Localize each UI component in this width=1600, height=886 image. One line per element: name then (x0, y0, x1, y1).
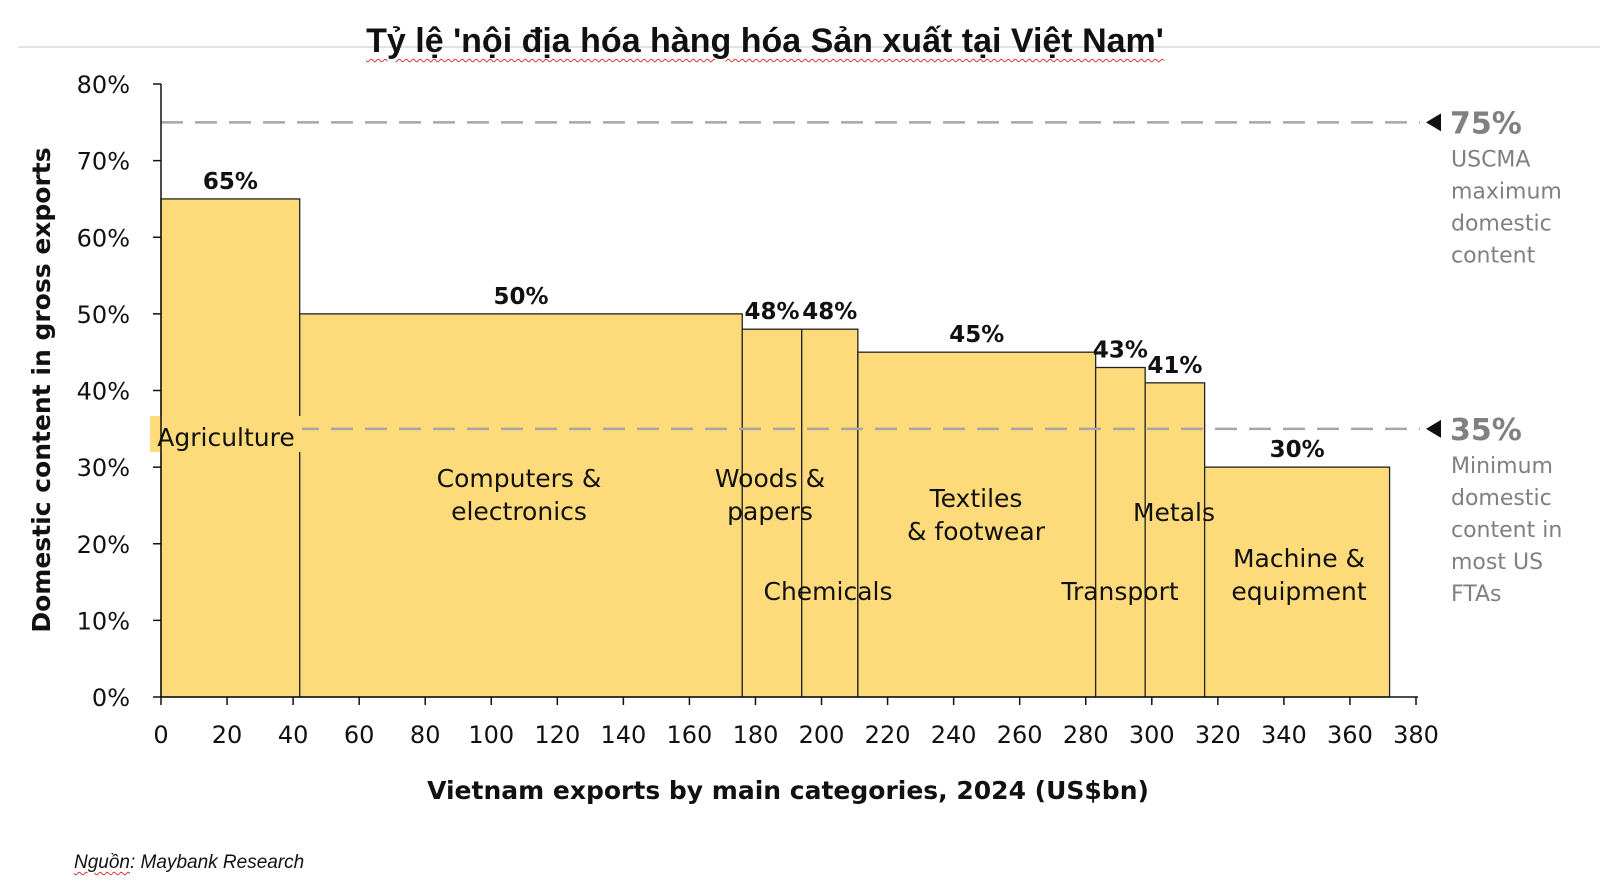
x-tick-label: 220 (865, 721, 911, 749)
y-tick-label: 10% (77, 607, 130, 635)
bar-value-label: 50% (493, 284, 548, 310)
y-tick-label: 20% (77, 531, 130, 559)
y-tick-label: 0% (92, 684, 130, 712)
reference-note-line: content in (1451, 518, 1562, 543)
x-tick-label: 60 (344, 721, 375, 749)
x-tick-label: 80 (410, 721, 441, 749)
x-axis-title: Vietnam exports by main categories, 2024… (427, 776, 1149, 805)
x-tick-label: 300 (1129, 721, 1175, 749)
category-label: Agriculture (157, 423, 295, 452)
reference-marker-icon (1426, 419, 1441, 438)
x-tick-label: 180 (733, 721, 779, 749)
category-label: Computers & (437, 464, 602, 493)
x-tick-label: 340 (1261, 721, 1307, 749)
x-tick-label: 280 (1063, 721, 1109, 749)
bar-value-label: 48% (802, 299, 857, 325)
bar-7 (1144, 382, 1206, 698)
x-tick-label: 120 (534, 721, 580, 749)
category-label: electronics (451, 497, 587, 526)
category-label: Metals (1133, 498, 1215, 527)
chart-title: Tỷ lệ 'nội địa hóa hàng hóa Sản xuất tại… (366, 22, 1164, 60)
source-note: Nguồn: Maybank Research (74, 852, 304, 874)
reference-note-line: Minimum (1451, 454, 1553, 479)
bar-value-label: 30% (1270, 437, 1325, 463)
category-label: Machine & (1233, 544, 1365, 573)
reference-value-label: 35% (1450, 413, 1522, 448)
header-divider (18, 46, 1600, 48)
bar-value-label: 65% (203, 169, 258, 195)
y-tick-label: 40% (77, 378, 130, 406)
category-label: Transport (1060, 577, 1179, 606)
reference-value-label: 75% (1450, 106, 1522, 141)
x-tick-label: 200 (799, 721, 845, 749)
x-tick-label: 140 (600, 721, 646, 749)
reference-note-line: USCMA (1451, 147, 1530, 172)
y-axis-title: Domestic content in gross exports (27, 147, 56, 632)
bar-6 (1094, 366, 1146, 698)
category-label-background (150, 416, 302, 452)
x-tick-label: 160 (667, 721, 713, 749)
y-tick-label: 30% (77, 454, 130, 482)
x-tick-label: 260 (997, 721, 1043, 749)
y-tick-label: 70% (77, 148, 130, 176)
reference-note-line: content (1451, 243, 1536, 268)
bar-5 (857, 351, 1097, 698)
y-tick-label: 60% (77, 224, 130, 252)
category-label: Textiles (929, 484, 1023, 513)
reference-marker-icon (1426, 113, 1441, 132)
category-label: Woods & (715, 464, 825, 493)
bar-3 (741, 328, 803, 698)
bar-8 (1203, 466, 1391, 698)
category-label: equipment (1231, 577, 1366, 606)
bar-value-label: 48% (744, 299, 799, 325)
bar-4 (801, 328, 859, 698)
x-tick-label: 320 (1195, 721, 1241, 749)
source-label: Nguồn (74, 852, 130, 873)
category-label: & footwear (907, 517, 1046, 546)
x-tick-label: 40 (278, 721, 309, 749)
x-tick-label: 360 (1327, 721, 1373, 749)
x-tick-label: 380 (1393, 721, 1439, 749)
reference-note-line: domestic (1451, 211, 1552, 236)
reference-note-line: FTAs (1451, 582, 1502, 607)
reference-note-line: maximum (1451, 179, 1562, 204)
x-tick-label: 240 (931, 721, 977, 749)
reference-note-line: domestic (1451, 486, 1552, 511)
bar-value-label: 43% (1093, 338, 1148, 364)
x-tick-label: 20 (212, 721, 243, 749)
y-tick-label: 80% (77, 71, 130, 99)
category-label: Chemicals (763, 577, 892, 606)
x-tick-label: 0 (153, 721, 168, 749)
category-label: papers (727, 497, 813, 526)
x-tick-label: 100 (468, 721, 514, 749)
bar-value-label: 45% (949, 322, 1004, 348)
bar-value-label: 41% (1147, 353, 1202, 379)
y-tick-label: 50% (77, 301, 130, 329)
source-text: : Maybank Research (130, 852, 305, 873)
reference-note-line: most US (1451, 550, 1543, 575)
